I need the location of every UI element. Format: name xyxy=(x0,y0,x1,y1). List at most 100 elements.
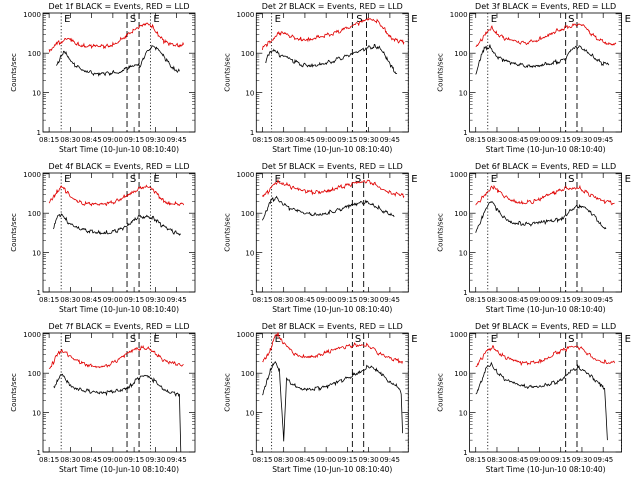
y-axis-label: Counts/sec xyxy=(223,53,231,92)
panel-title: Det 6f BLACK = Events, RED = LLD xyxy=(475,162,616,171)
x-tick-label: 08:30 xyxy=(60,136,80,144)
y-axis-label: Counts/sec xyxy=(437,213,445,252)
y-tick-label: 1000 xyxy=(450,331,468,339)
plot-frame xyxy=(469,172,623,293)
plot-frame xyxy=(469,332,623,453)
y-axis-label: Counts/sec xyxy=(437,373,445,412)
x-tick-label: 09:30 xyxy=(359,296,379,304)
y-tick-label: 1000 xyxy=(236,11,254,19)
y-tick-label: 1 xyxy=(463,449,467,457)
x-tick-label: 08:15 xyxy=(39,136,59,144)
y-tick-label: 100 xyxy=(454,210,467,218)
y-tick-label: 1000 xyxy=(23,11,41,19)
panel-title: Det 3f BLACK = Events, RED = LLD xyxy=(475,2,616,11)
x-axis-label: Start Time (10-Jun-10 08:10:40) xyxy=(59,305,179,314)
marker-label-e: E xyxy=(153,174,159,185)
y-tick-label: 1 xyxy=(250,289,254,297)
x-tick-label: 09:00 xyxy=(316,296,336,304)
x-tick-label: 08:45 xyxy=(295,456,315,464)
marker-label-s: S xyxy=(356,14,362,25)
y-tick-label: 10 xyxy=(245,410,254,418)
plot-frame xyxy=(42,332,196,453)
series-lld-line xyxy=(475,184,615,206)
marker-label-e: E xyxy=(411,14,417,25)
x-tick-label: 08:45 xyxy=(295,136,315,144)
series-events-line xyxy=(262,360,403,442)
series-events-line xyxy=(475,44,610,75)
panel-title: Det 9f BLACK = Events, RED = LLD xyxy=(475,322,616,331)
y-axis-label: Counts/sec xyxy=(10,373,18,412)
panel-det-6: Det 6f BLACK = Events, RED = LLD 1 10 100 10… xyxy=(437,162,631,314)
x-tick-label: 09:30 xyxy=(572,296,592,304)
y-axis-label: Counts/sec xyxy=(223,213,231,252)
marker-label-e: E xyxy=(625,334,631,345)
marker-label-e: E xyxy=(625,174,631,185)
x-tick-label: 08:45 xyxy=(508,296,528,304)
x-tick-label: 09:15 xyxy=(337,136,357,144)
x-tick-label: 09:45 xyxy=(593,296,613,304)
y-tick-label: 100 xyxy=(241,370,254,378)
y-tick-label: 1 xyxy=(37,289,41,297)
y-tick-label: 10 xyxy=(32,410,41,418)
marker-label-s: S xyxy=(355,174,361,185)
y-axis-label: Counts/sec xyxy=(10,53,18,92)
plot-frame xyxy=(255,12,409,133)
y-tick-label: 10 xyxy=(459,90,468,98)
x-axis-label: Start Time (10-Jun-10 08:10:40) xyxy=(59,145,179,154)
y-tick-label: 1 xyxy=(37,449,41,457)
x-tick-label: 08:30 xyxy=(274,296,294,304)
marker-label-s: S xyxy=(568,14,574,25)
marker-label-e: E xyxy=(275,14,281,25)
x-axis-label: Start Time (10-Jun-10 08:10:40) xyxy=(272,465,392,474)
x-tick-label: 08:15 xyxy=(466,136,486,144)
y-tick-label: 100 xyxy=(28,210,41,218)
marker-label-s: S xyxy=(355,334,361,345)
series-lld-line xyxy=(262,178,405,199)
y-tick-label: 10 xyxy=(245,90,254,98)
plot-frame xyxy=(255,332,409,453)
y-tick-label: 100 xyxy=(28,50,41,58)
y-tick-label: 1 xyxy=(250,449,254,457)
x-tick-label: 09:30 xyxy=(572,456,592,464)
y-axis-label: Counts/sec xyxy=(437,53,445,92)
x-tick-label: 08:30 xyxy=(487,456,507,464)
y-tick-label: 10 xyxy=(32,250,41,258)
y-tick-label: 1 xyxy=(463,129,467,137)
marker-label-e: E xyxy=(275,334,281,345)
x-tick-label: 09:15 xyxy=(551,456,571,464)
marker-label-e: E xyxy=(491,14,497,25)
x-tick-label: 09:45 xyxy=(380,296,400,304)
marker-label-s: S xyxy=(568,174,574,185)
y-tick-label: 100 xyxy=(241,50,254,58)
y-tick-label: 10 xyxy=(32,90,41,98)
x-tick-label: 09:00 xyxy=(529,296,549,304)
x-tick-label: 08:45 xyxy=(508,136,528,144)
x-tick-label: 09:45 xyxy=(593,456,613,464)
panel-det-1: Det 1f BLACK = Events, RED = LLD 1 10 100 10… xyxy=(10,2,196,154)
panel-det-4: Det 4f BLACK = Events, RED = LLD 1 10 100 10… xyxy=(10,162,196,314)
x-tick-label: 08:15 xyxy=(39,456,59,464)
y-tick-label: 1 xyxy=(37,129,41,137)
y-tick-label: 100 xyxy=(454,370,467,378)
x-tick-label: 09:15 xyxy=(124,296,144,304)
y-tick-label: 1000 xyxy=(23,331,41,339)
x-axis-label: Start Time (10-Jun-10 08:10:40) xyxy=(59,465,179,474)
x-tick-label: 09:00 xyxy=(529,136,549,144)
x-tick-label: 09:00 xyxy=(529,456,549,464)
y-tick-label: 10 xyxy=(459,410,468,418)
x-tick-label: 09:15 xyxy=(337,296,357,304)
x-tick-label: 09:30 xyxy=(145,136,165,144)
series-lld-line xyxy=(48,184,185,207)
x-tick-label: 09:00 xyxy=(103,296,123,304)
x-tick-label: 09:30 xyxy=(359,456,379,464)
y-axis-label: Counts/sec xyxy=(10,213,18,252)
marker-label-s: S xyxy=(568,334,574,345)
x-tick-label: 09:30 xyxy=(145,296,165,304)
marker-label-s: S xyxy=(130,174,136,185)
x-tick-label: 09:15 xyxy=(337,456,357,464)
marker-label-e: E xyxy=(64,334,70,345)
x-axis-label: Start Time (10-Jun-10 08:10:40) xyxy=(486,145,606,154)
panel-det-9: Det 9f BLACK = Events, RED = LLD 1 10 100 10… xyxy=(437,322,631,474)
x-tick-label: 09:45 xyxy=(380,136,400,144)
